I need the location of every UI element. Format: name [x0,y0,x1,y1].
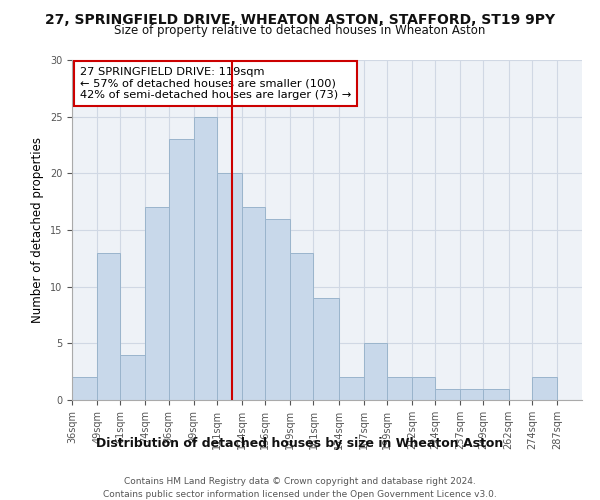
Bar [145,208,169,400]
Bar [460,388,484,400]
Y-axis label: Number of detached properties: Number of detached properties [31,137,44,323]
Bar [387,378,412,400]
Bar [532,378,557,400]
Bar [313,298,338,400]
Text: Contains HM Land Registry data © Crown copyright and database right 2024.: Contains HM Land Registry data © Crown c… [124,478,476,486]
Bar [435,388,460,400]
Bar [364,344,387,400]
Bar [265,218,290,400]
Text: Distribution of detached houses by size in Wheaton Aston: Distribution of detached houses by size … [97,438,503,450]
Bar [97,252,120,400]
Text: 27, SPRINGFIELD DRIVE, WHEATON ASTON, STAFFORD, ST19 9PY: 27, SPRINGFIELD DRIVE, WHEATON ASTON, ST… [45,12,555,26]
Bar [120,354,145,400]
Bar [242,208,265,400]
Bar [72,378,97,400]
Text: Contains public sector information licensed under the Open Government Licence v3: Contains public sector information licen… [103,490,497,499]
Text: Size of property relative to detached houses in Wheaton Aston: Size of property relative to detached ho… [115,24,485,37]
Bar [194,116,217,400]
Bar [290,252,313,400]
Bar [169,140,194,400]
Bar [217,174,242,400]
Bar [484,388,509,400]
Bar [412,378,435,400]
Bar [338,378,364,400]
Text: 27 SPRINGFIELD DRIVE: 119sqm
← 57% of detached houses are smaller (100)
42% of s: 27 SPRINGFIELD DRIVE: 119sqm ← 57% of de… [80,67,351,100]
